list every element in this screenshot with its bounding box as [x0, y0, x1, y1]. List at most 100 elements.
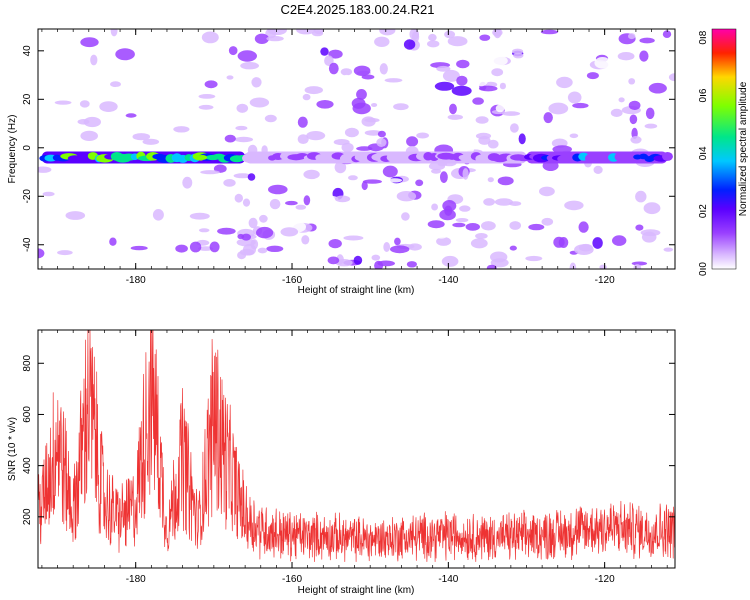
heatmap-cell — [356, 146, 373, 151]
heatmap-cell — [447, 36, 468, 47]
heatmap-cell — [449, 103, 457, 115]
heatmap-cell — [406, 261, 417, 268]
heatmap-cell — [295, 204, 307, 210]
heatmap-band — [39, 151, 673, 164]
heatmap-cell — [297, 116, 308, 128]
heatmap-cell — [540, 29, 559, 35]
heatmap-cell — [629, 114, 638, 125]
heatmap-cell — [509, 201, 522, 207]
heatmap-cell — [662, 30, 672, 38]
heatmap-cell — [247, 173, 256, 181]
heatmap-cell — [558, 237, 569, 248]
heatmap-cell — [483, 198, 495, 206]
heatmap-cell — [382, 165, 398, 178]
heatmap-cell — [296, 29, 316, 35]
heatmap-frame — [37, 28, 676, 270]
heatmap-cell — [452, 222, 466, 228]
heatmap-cell — [543, 112, 553, 124]
heatmap-cell — [376, 138, 387, 147]
heatmap-ytick-label: 0 — [22, 145, 33, 151]
heatmap-cell — [327, 77, 346, 82]
heatmap-cell — [115, 48, 135, 61]
colorbar-tick-label: 0.0 — [698, 262, 709, 276]
heatmap-cell — [241, 233, 251, 241]
heatmap-cell — [361, 116, 376, 127]
heatmap-cell — [237, 251, 247, 260]
snr-xtick-label: -180 — [126, 574, 146, 585]
heatmap-cell — [518, 133, 526, 145]
heatmap-cell — [189, 241, 202, 253]
heatmap-cell — [236, 103, 249, 113]
heatmap-cell — [198, 104, 214, 110]
heatmap-cell — [456, 75, 468, 86]
heatmap-cell — [475, 233, 488, 239]
heatmap-cell — [462, 168, 469, 180]
heatmap-cell — [234, 193, 243, 203]
heatmap-cell — [411, 31, 420, 43]
heatmap-cell — [54, 100, 72, 105]
heatmap-cell — [481, 221, 496, 231]
heatmap-cell — [387, 47, 403, 54]
heatmap-cell — [130, 245, 148, 251]
heatmap-cell — [242, 198, 251, 207]
heatmap-cell — [442, 69, 460, 82]
snr-xlabel: Height of straight line (km) — [298, 585, 415, 596]
heatmap-cell — [42, 191, 55, 197]
heatmap-cell — [226, 75, 234, 80]
heatmap-cell — [487, 177, 494, 183]
heatmap-cell — [316, 100, 334, 109]
heatmap-cell — [249, 97, 270, 108]
heatmap-ytick-label: -40 — [22, 237, 33, 252]
heatmap-cell — [513, 52, 524, 59]
heatmap-panel: -180 -160 -140 -120 -40 -20 0 20 40 Height of st… — [7, 28, 676, 296]
heatmap-cell — [38, 90, 48, 99]
snr-xtick-label: -140 — [438, 574, 458, 585]
heatmap-cell — [334, 161, 347, 174]
heatmap-cell — [327, 256, 340, 265]
heatmap-cell — [434, 81, 455, 91]
heatmap-xtick-label: -140 — [438, 275, 458, 286]
colorbar-tick-label: 0.8 — [698, 30, 709, 44]
heatmap-cell — [304, 86, 323, 95]
snr-ytick-label: 200 — [22, 508, 33, 525]
heatmap-cell — [110, 29, 118, 37]
heatmap-cell — [472, 97, 484, 105]
heatmap-cell — [256, 226, 274, 239]
colorbar-tick-label: 0.4 — [698, 146, 709, 160]
heatmap-cell — [142, 138, 160, 145]
heatmap-cell — [489, 55, 508, 67]
colorbar-axes: 0.0 0.2 0.4 0.6 0.8 — [698, 30, 709, 276]
heatmap-cell — [439, 209, 456, 221]
heatmap-cell — [390, 245, 410, 254]
heatmap-cell — [285, 200, 298, 206]
heatmap-cell — [348, 175, 358, 181]
snr-xtick-label: -120 — [595, 574, 615, 585]
heatmap-cell — [448, 49, 465, 60]
heatmap-cell — [364, 130, 383, 136]
heatmap-cell — [109, 237, 117, 246]
heatmap-cell — [224, 134, 236, 143]
heatmap-cell — [306, 131, 326, 141]
heatmap-cell — [301, 235, 310, 245]
snr-xtick-label: -160 — [282, 574, 302, 585]
heatmap-cell — [442, 200, 457, 212]
heatmap-cell — [374, 36, 390, 47]
heatmap-cell — [440, 171, 448, 184]
heatmap-cell — [248, 217, 258, 229]
heatmap-cell — [610, 108, 623, 117]
heatmap-cell — [343, 235, 364, 241]
heatmap-cell — [313, 29, 324, 35]
heatmap-cell — [259, 214, 268, 223]
heatmap-cell — [427, 220, 445, 229]
snr-ylabel: SNR (10 * v/v) — [7, 417, 18, 481]
heatmap-cell — [490, 251, 508, 263]
heatmap-cell — [266, 35, 284, 42]
heatmap-cell — [455, 218, 469, 223]
heatmap-cell — [198, 228, 210, 233]
heatmap-cell — [198, 246, 214, 251]
heatmap-cell — [427, 40, 440, 48]
heatmap-cell — [455, 119, 464, 125]
heatmap-cell — [361, 181, 368, 191]
heatmap-cell — [509, 221, 521, 230]
heatmap-cell — [228, 46, 238, 56]
